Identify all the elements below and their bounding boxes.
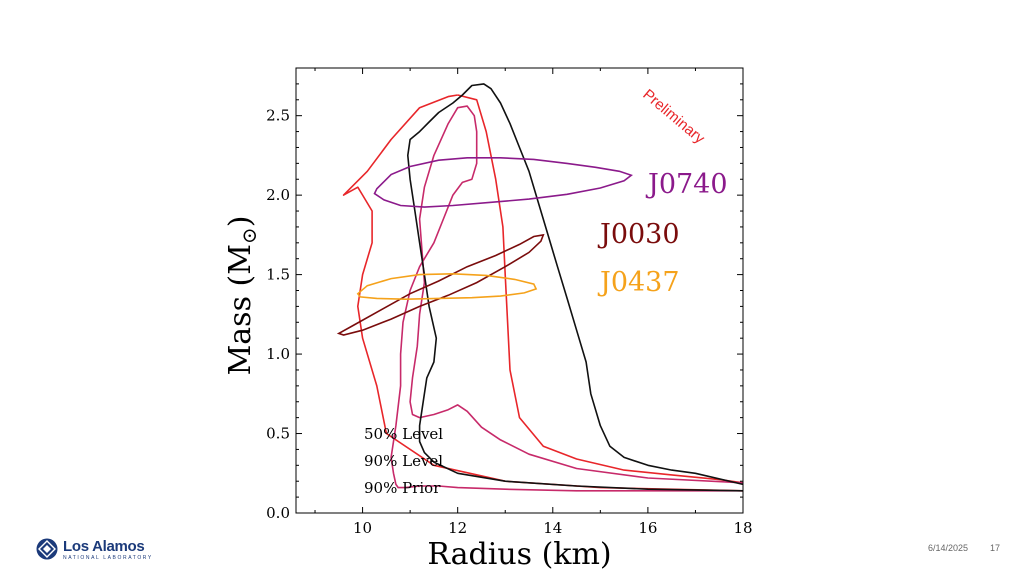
logo-mark-icon	[36, 538, 58, 560]
ellipse-j0740	[373, 157, 633, 208]
x-tick-label: 18	[733, 519, 752, 537]
x-tick-label: 16	[638, 519, 657, 537]
los-alamos-logo: Los Alamos NATIONAL LABORATORY	[36, 538, 166, 564]
x-tick-label: 10	[353, 519, 372, 537]
x-tick-label: 12	[448, 519, 467, 537]
contour-series-3	[407, 83, 744, 492]
ellipse-j0437	[356, 272, 538, 301]
y-tick-label: 1.0	[266, 345, 290, 363]
contour-series-2	[390, 105, 744, 492]
y-tick-label: 1.5	[266, 266, 290, 284]
contour-series-0	[342, 94, 744, 492]
preliminary-watermark: Preliminary	[639, 86, 708, 148]
logo-subtitle: NATIONAL LABORATORY	[63, 555, 153, 561]
x-tick-label: 14	[543, 519, 562, 537]
label-j0740: J0740	[645, 169, 728, 200]
y-axis-label-suffix: )	[223, 216, 258, 228]
y-axis-label: Mass (M⊙)	[223, 216, 261, 376]
y-tick-label: 0.5	[266, 425, 290, 443]
label-j0437: J0437	[597, 267, 680, 298]
y-tick-label: 2.0	[266, 186, 290, 204]
logo-name: Los Alamos	[63, 538, 145, 555]
legend-entry: 50% Level	[364, 425, 443, 443]
footer-date: 6/14/2025	[928, 543, 969, 553]
y-tick-label: 0.0	[266, 504, 290, 522]
y-tick-label: 2.5	[266, 107, 290, 125]
legend: 50% Level 90% Level 90% Prior	[364, 425, 443, 497]
footer-page-number: 17	[990, 543, 1001, 553]
x-axis-label: Radius (km)	[427, 537, 611, 572]
mass-radius-chart: 10 12 14 16 18 0.0 0.5 1.0 1.5 2.0 2.5 Radius (km)…	[223, 67, 753, 572]
sun-symbol-icon: ⊙	[237, 227, 261, 244]
legend-entry: 90% Prior	[364, 479, 441, 497]
y-axis-label-text: Mass (M	[223, 244, 258, 375]
legend-entry: 90% Level	[364, 452, 443, 470]
contour-series-1	[457, 94, 744, 484]
label-j0030: J0030	[597, 219, 680, 250]
ellipse-j0030	[336, 233, 545, 336]
